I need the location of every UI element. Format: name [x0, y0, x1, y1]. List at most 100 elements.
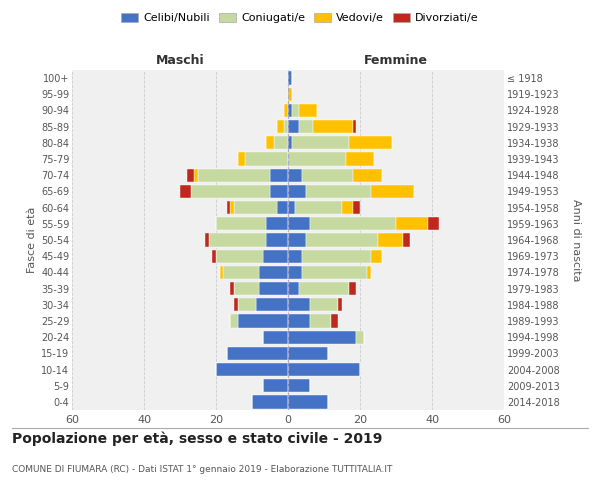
Bar	[259, 282, 288, 295]
Bar	[238, 314, 288, 328]
Bar	[310, 314, 331, 328]
Bar	[205, 234, 209, 246]
Bar	[371, 185, 414, 198]
Bar	[292, 104, 299, 117]
Bar	[230, 282, 234, 295]
Bar	[288, 104, 292, 117]
Bar	[230, 201, 234, 214]
Text: COMUNE DI FIUMARA (RC) - Dati ISTAT 1° gennaio 2019 - Elaborazione TUTTITALIA.IT: COMUNE DI FIUMARA (RC) - Dati ISTAT 1° g…	[12, 466, 392, 474]
Bar	[288, 379, 310, 392]
Bar	[396, 217, 428, 230]
Bar	[367, 266, 371, 279]
Bar	[302, 168, 353, 182]
Bar	[306, 185, 371, 198]
Bar	[277, 201, 288, 214]
Bar	[284, 104, 288, 117]
Bar	[371, 250, 382, 263]
Bar	[353, 201, 360, 214]
Bar	[306, 234, 378, 246]
Bar	[292, 136, 349, 149]
Bar	[299, 282, 349, 295]
Bar	[378, 234, 403, 246]
Bar	[216, 217, 266, 230]
Bar	[274, 136, 288, 149]
Bar	[216, 250, 263, 263]
Bar	[234, 201, 277, 214]
Bar	[338, 298, 342, 312]
Bar	[288, 396, 328, 408]
Bar	[209, 234, 266, 246]
Bar	[288, 88, 292, 101]
Bar	[263, 250, 288, 263]
Bar	[299, 120, 313, 134]
Bar	[342, 201, 353, 214]
Text: Femmine: Femmine	[364, 54, 428, 67]
Bar	[288, 282, 299, 295]
Bar	[288, 314, 310, 328]
Bar	[353, 168, 382, 182]
Bar	[256, 298, 288, 312]
Bar	[245, 152, 288, 166]
Bar	[288, 152, 346, 166]
Bar	[353, 120, 356, 134]
Bar	[295, 201, 342, 214]
Bar	[212, 250, 216, 263]
Bar	[310, 298, 338, 312]
Bar	[288, 120, 299, 134]
Bar	[288, 330, 356, 344]
Bar	[266, 136, 274, 149]
Bar	[349, 282, 356, 295]
Bar	[288, 136, 292, 149]
Bar	[313, 120, 353, 134]
Legend: Celibi/Nubili, Coniugati/e, Vedovi/e, Divorziati/e: Celibi/Nubili, Coniugati/e, Vedovi/e, Di…	[117, 8, 483, 28]
Bar	[288, 234, 306, 246]
Bar	[198, 168, 270, 182]
Bar	[288, 363, 360, 376]
Bar	[284, 120, 288, 134]
Bar	[180, 185, 191, 198]
Bar	[263, 330, 288, 344]
Bar	[288, 298, 310, 312]
Bar	[288, 201, 295, 214]
Bar	[288, 266, 302, 279]
Bar	[356, 330, 364, 344]
Bar	[288, 185, 306, 198]
Bar	[270, 185, 288, 198]
Bar	[230, 314, 238, 328]
Bar	[259, 266, 288, 279]
Text: Popolazione per età, sesso e stato civile - 2019: Popolazione per età, sesso e stato civil…	[12, 431, 382, 446]
Bar	[223, 266, 259, 279]
Bar	[310, 217, 396, 230]
Y-axis label: Fasce di età: Fasce di età	[26, 207, 37, 273]
Bar	[288, 217, 310, 230]
Bar	[191, 185, 270, 198]
Bar	[346, 152, 374, 166]
Bar	[302, 266, 367, 279]
Bar	[194, 168, 198, 182]
Bar	[277, 120, 284, 134]
Bar	[266, 217, 288, 230]
Bar	[349, 136, 392, 149]
Bar	[216, 363, 288, 376]
Bar	[288, 346, 328, 360]
Bar	[288, 168, 302, 182]
Bar	[428, 217, 439, 230]
Bar	[288, 250, 302, 263]
Bar	[227, 201, 230, 214]
Bar	[302, 250, 371, 263]
Y-axis label: Anni di nascita: Anni di nascita	[571, 198, 581, 281]
Bar	[403, 234, 410, 246]
Bar	[331, 314, 338, 328]
Bar	[187, 168, 194, 182]
Bar	[252, 396, 288, 408]
Bar	[238, 298, 256, 312]
Bar	[270, 168, 288, 182]
Bar	[220, 266, 223, 279]
Bar	[263, 379, 288, 392]
Bar	[234, 298, 238, 312]
Bar	[227, 346, 288, 360]
Bar	[234, 282, 259, 295]
Bar	[299, 104, 317, 117]
Bar	[238, 152, 245, 166]
Bar	[288, 72, 292, 85]
